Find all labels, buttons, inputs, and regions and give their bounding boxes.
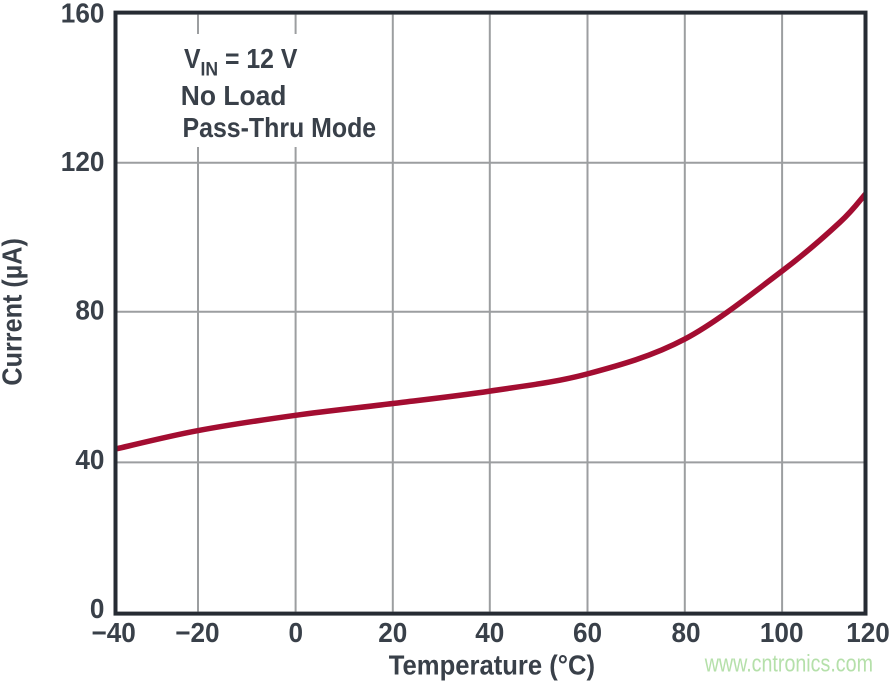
svg-text:0: 0: [288, 618, 303, 649]
svg-text:Current (µA): Current (µA): [0, 238, 28, 385]
svg-text:80: 80: [671, 618, 700, 649]
svg-text:40: 40: [75, 444, 104, 475]
svg-text:20: 20: [378, 618, 407, 649]
svg-text:Pass-Thru Mode: Pass-Thru Mode: [183, 112, 377, 143]
svg-text:120: 120: [846, 618, 889, 649]
svg-text:0: 0: [90, 593, 105, 624]
svg-text:40: 40: [475, 618, 504, 649]
svg-text:−40: −40: [91, 618, 135, 649]
svg-text:120: 120: [61, 146, 105, 177]
svg-text:Temperature (°C): Temperature (°C): [389, 650, 595, 681]
svg-text:www.cntronics.com: www.cntronics.com: [704, 649, 873, 677]
svg-text:−20: −20: [175, 618, 219, 649]
svg-text:160: 160: [61, 0, 105, 28]
svg-text:100: 100: [760, 618, 804, 649]
svg-text:No Load: No Load: [181, 81, 287, 112]
svg-text:60: 60: [573, 618, 602, 649]
svg-text:80: 80: [75, 295, 104, 326]
